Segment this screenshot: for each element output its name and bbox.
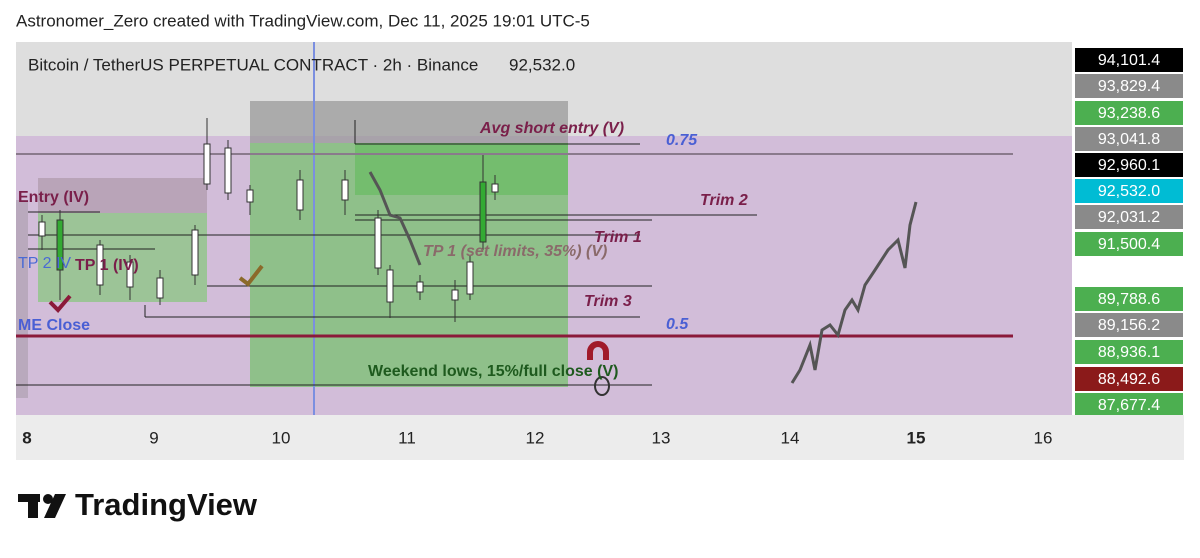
time-label: 8: [22, 428, 31, 447]
price-label: 93,238.6: [1098, 105, 1160, 122]
annotation: Trim 1: [594, 229, 642, 246]
drawing: [790, 201, 918, 384]
price-label-bg: [1075, 393, 1183, 417]
price-label-bg: [1075, 287, 1183, 311]
price-label-bg: [1075, 153, 1183, 177]
price-label-bg: [1075, 74, 1183, 98]
annotation: Entry (IV): [18, 189, 89, 206]
check: [48, 294, 72, 313]
time-label: 13: [652, 428, 671, 447]
price-label: 89,788.6: [1098, 291, 1160, 308]
annotation: TP 1 (IV): [75, 257, 139, 274]
annotation: 0.5: [666, 316, 689, 333]
price-label: 88,936.1: [1098, 344, 1160, 361]
price-label: 94,101.4: [1098, 52, 1160, 69]
time-axis: [16, 415, 1184, 460]
annotation: ME Close: [18, 317, 90, 334]
magnet: [587, 341, 609, 360]
brand: TradingView: [75, 487, 258, 522]
price-label-bg: [1075, 127, 1183, 151]
time-label: 10: [272, 428, 291, 447]
annotation: Weekend lows, 15%/full close (V): [368, 363, 618, 380]
drawing: [368, 171, 422, 266]
price-label: 88,492.6: [1098, 371, 1160, 388]
time-label: 12: [526, 428, 545, 447]
price-label-bg: [1075, 179, 1183, 203]
time-label: 11: [398, 428, 416, 447]
price-label-bg: [1075, 232, 1183, 256]
price-label: 92,532.0: [1098, 183, 1160, 200]
price-label: 89,156.2: [1098, 317, 1160, 334]
last-price: 92,532.0: [509, 55, 575, 74]
levels: [16, 120, 757, 386]
box: [355, 143, 568, 195]
annotation: TP 1 (set limits, 35%) (V): [423, 243, 607, 260]
box: [38, 178, 207, 213]
price-labels: 94,101.4 93,829.4 93,238.6 93,041.8 92,960.1…: [1075, 48, 1183, 417]
annotation: Trim 3: [584, 293, 632, 310]
time-label: 15: [907, 428, 926, 447]
price-label-bg: [1075, 101, 1183, 125]
time-labels: 8 9 10 11 12 13 14 15 16: [22, 428, 1052, 447]
annotation: TP 2 IV: [18, 255, 71, 272]
annotation: 0.75: [666, 132, 698, 149]
annotation: Avg short entry (V): [479, 120, 624, 137]
candles: [38, 118, 499, 322]
time-label: 14: [781, 428, 800, 447]
price-label-bg: [1075, 48, 1183, 72]
check: [238, 264, 264, 287]
box: [38, 213, 207, 302]
price-label-bg: [1075, 367, 1183, 391]
price-label: 91,500.4: [1098, 236, 1160, 253]
price-label: 93,041.8: [1098, 131, 1160, 148]
credit: Astronomer_Zero created with TradingView…: [16, 11, 590, 30]
time-label: 16: [1034, 428, 1053, 447]
symbol: Bitcoin / TetherUS PERPETUAL CONTRACT · …: [28, 55, 478, 74]
price-label-bg: [1075, 340, 1183, 364]
annotation: Trim 2: [700, 192, 748, 209]
price-label: 92,031.2: [1098, 209, 1160, 226]
price-label: 92,960.1: [1098, 157, 1160, 174]
price-label: 93,829.4: [1098, 78, 1160, 95]
price-label-bg: [1075, 313, 1183, 337]
price-label: 87,677.4: [1098, 397, 1160, 414]
zone: [16, 200, 28, 398]
price-label-bg: [1075, 205, 1183, 229]
time-label: 9: [149, 428, 158, 447]
logo: [18, 494, 66, 518]
circle: [594, 376, 610, 396]
